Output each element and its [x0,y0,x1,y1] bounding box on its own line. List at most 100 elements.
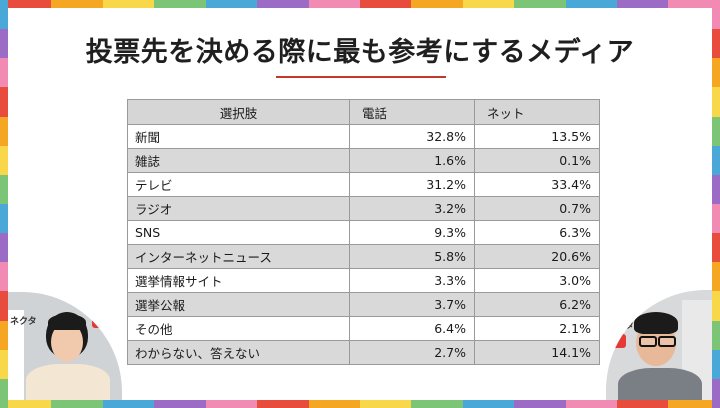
page-title: 投票先を決める際に最も参考にするメディア [85,37,635,68]
frame-segment [0,87,8,117]
frame-segment [712,0,720,30]
red-sticker [92,312,106,328]
frame-segment [462,400,515,408]
cell-net-value: 2.1% [474,316,600,341]
table-row: 新聞 32.8% 13.5% [127,124,600,149]
cell-phone-value: 32.8% [349,124,475,149]
frame-segment [668,0,720,8]
frame-segment [565,400,618,408]
presenter-hair [634,312,678,334]
studio-logo: ネクタ [610,321,634,330]
frame-segment [154,0,206,8]
frame-segment [712,29,720,59]
red-sticker [612,334,626,348]
frame-segment [0,400,52,408]
cell-net-value: 20.6% [474,244,600,269]
frame-segment [0,291,8,321]
cell-phone-value: 2.7% [349,340,475,365]
frame-segment [359,400,412,408]
frame-segment [0,116,8,146]
frame-segment [668,400,720,408]
presenter-body [618,368,702,400]
frame-segment [154,400,206,408]
cell-phone-value: 9.3% [349,220,475,245]
frame-segment [0,262,8,292]
frame-segment [411,0,463,8]
frame-segment [102,400,155,408]
table-row: わからない、答えない 2.7% 14.1% [127,340,600,365]
cell-net-value: 6.2% [474,292,600,317]
column-header-choice: 選択肢 [127,99,350,125]
frame-segment [712,145,720,175]
frame-segment [712,58,720,88]
table-header-row: 選択肢 電話 ネット [127,99,600,125]
cell-phone-value: 31.2% [349,172,475,197]
frame-left-stripe [0,0,8,408]
frame-segment [308,400,360,408]
frame-segment [712,116,720,146]
cell-net-value: 13.5% [474,124,600,149]
table-row: インターネットニュース 5.8% 20.6% [127,244,600,269]
cell-phone-value: 5.8% [349,244,475,269]
cell-phone-value: 1.6% [349,148,475,173]
frame-segment [102,0,155,8]
frame-segment [257,400,309,408]
cell-phone-value: 3.3% [349,268,475,293]
frame-bottom-stripe [0,400,720,408]
frame-segment [712,291,720,321]
frame-segment [712,262,720,292]
frame-segment [712,320,720,350]
cell-choice: 選挙情報サイト [127,268,350,293]
studio-banner [8,310,24,400]
frame-segment [0,58,8,88]
glasses-right-lens [658,336,676,347]
cell-choice: SNS [127,220,350,245]
frame-segment [205,0,258,8]
frame-segment [712,378,720,408]
frame-segment [51,400,103,408]
cell-net-value: 14.1% [474,340,600,365]
frame-segment [205,400,258,408]
cell-choice: ラジオ [127,196,350,221]
frame-segment [712,203,720,234]
cell-choice: わからない、答えない [127,340,350,365]
frame-segment [0,174,8,204]
cell-phone-value: 3.7% [349,292,475,317]
frame-segment [359,0,412,8]
cell-net-value: 0.7% [474,196,600,221]
frame-segment [617,0,669,8]
cell-choice: その他 [127,316,350,341]
frame-segment [0,203,8,234]
media-table-container: 選択肢 電話 ネット 新聞 32.8% 13.5% 雑誌 1.6% 0.1% テレビ 31.2… [127,99,600,365]
frame-segment [0,349,8,379]
frame-segment [0,378,8,408]
presenter-left-video: ネクタ [8,292,122,400]
frame-segment [0,320,8,350]
cell-choice: 雑誌 [127,148,350,173]
cell-net-value: 33.4% [474,172,600,197]
frame-segment [0,0,52,8]
table-row: 雑誌 1.6% 0.1% [127,148,600,173]
cell-choice: テレビ [127,172,350,197]
studio-logo: ネクタ [10,317,37,327]
frame-segment [514,400,566,408]
table-body: 新聞 32.8% 13.5% 雑誌 1.6% 0.1% テレビ 31.2% 33.4% ラジオ 3.… [127,124,600,365]
cell-choice: インターネットニュース [127,244,350,269]
table-row: 選挙情報サイト 3.3% 3.0% [127,268,600,293]
frame-segment [0,0,8,30]
cell-net-value: 3.0% [474,268,600,293]
frame-segment [0,233,8,263]
table-row: SNS 9.3% 6.3% [127,220,600,245]
frame-right-stripe [712,0,720,408]
frame-segment [712,349,720,379]
frame-segment [712,87,720,117]
frame-segment [0,29,8,59]
frame-segment [712,174,720,204]
cell-phone-value: 6.4% [349,316,475,341]
table-row: その他 6.4% 2.1% [127,316,600,341]
frame-top-stripe [0,0,720,8]
presenter-bangs [48,314,86,330]
cell-choice: 新聞 [127,124,350,149]
cell-net-value: 6.3% [474,220,600,245]
frame-segment [0,145,8,175]
